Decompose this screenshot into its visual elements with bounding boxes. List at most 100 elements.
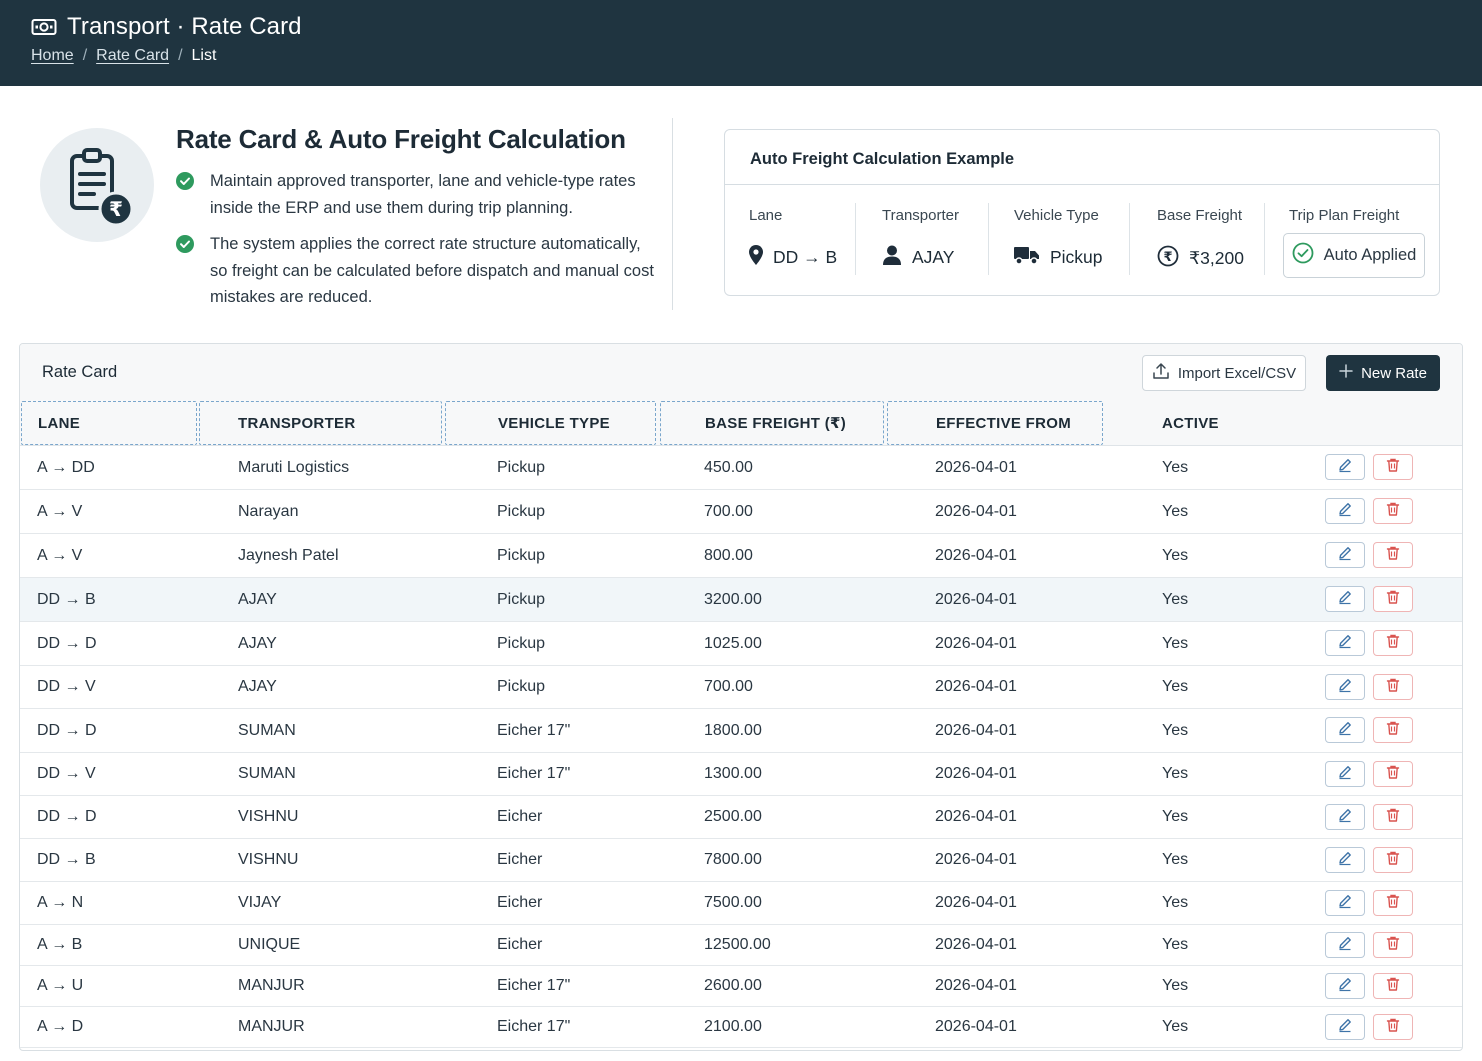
table-row[interactable]: A → B UNIQUE Eicher 12500.00 2026-04-01 Yes [20, 925, 1462, 966]
trash-icon [1385, 720, 1401, 741]
edit-button[interactable] [1325, 717, 1365, 743]
edit-button[interactable] [1325, 630, 1365, 656]
check-circle-icon [176, 172, 194, 190]
cell-lane: A → V [37, 546, 83, 564]
cell-lane: A → V [37, 502, 83, 520]
cell-vehicle-type: Pickup [497, 634, 546, 652]
edit-button[interactable] [1325, 586, 1365, 612]
breadcrumb-home[interactable]: Home [31, 47, 74, 64]
table-row[interactable]: DD → D SUMAN Eicher 17" 1800.00 2026-04-01 Ye… [20, 709, 1462, 753]
column-header-transporter[interactable]: TRANSPORTER [199, 401, 442, 445]
delete-button[interactable] [1373, 804, 1413, 830]
table-row[interactable]: DD → D VISHNU Eicher 2500.00 2026-04-01 Yes [20, 796, 1462, 839]
cell-transporter: AJAY [238, 678, 277, 695]
cell-active: Yes [1162, 936, 1189, 953]
edit-button[interactable] [1325, 890, 1365, 916]
delete-button[interactable] [1373, 847, 1413, 873]
edit-button[interactable] [1325, 674, 1365, 700]
import-excel-button[interactable]: Import Excel/CSV [1142, 355, 1306, 391]
cell-lane: DD → D [37, 634, 97, 652]
delete-button[interactable] [1373, 674, 1413, 700]
cell-effective-from: 2026-04-01 [935, 977, 1017, 994]
cell-active: Yes [1162, 634, 1189, 652]
example-separator [1129, 203, 1130, 275]
breadcrumb: Home / Rate Card / List [31, 47, 216, 65]
column-header-active[interactable]: ACTIVE [1162, 414, 1219, 432]
cell-transporter: SUMAN [238, 721, 296, 739]
edit-button[interactable] [1325, 761, 1365, 787]
edit-button[interactable] [1325, 847, 1365, 873]
column-header-lane[interactable]: LANE [21, 401, 197, 445]
trash-icon [1385, 1017, 1401, 1038]
trash-icon [1385, 850, 1401, 871]
delete-button[interactable] [1373, 586, 1413, 612]
cell-transporter: AJAY [238, 590, 277, 608]
cell-base-freight: 2500.00 [704, 808, 762, 825]
delete-button[interactable] [1373, 630, 1413, 656]
table-row[interactable]: A → U MANJUR Eicher 17" 2600.00 2026-04-01 Ye… [20, 966, 1462, 1007]
cell-active: Yes [1162, 851, 1189, 868]
intro-bullet-text: Maintain approved transporter, lane and … [210, 172, 636, 217]
freight-example-card: Auto Freight Calculation Example Lane DD… [724, 129, 1440, 296]
delete-button[interactable] [1373, 761, 1413, 787]
table-row[interactable]: A → V Narayan Pickup 700.00 2026-04-01 Yes [20, 490, 1462, 534]
rupee-circle-icon: ₹ [1157, 245, 1179, 272]
edit-button[interactable] [1325, 454, 1365, 480]
delete-button[interactable] [1373, 973, 1413, 999]
edit-button[interactable] [1325, 542, 1365, 568]
cell-effective-from: 2026-04-01 [935, 894, 1017, 911]
cell-transporter: MANJUR [238, 1018, 305, 1035]
lane-value: DD → B [773, 247, 838, 267]
table-row[interactable]: A → V Jaynesh Patel Pickup 800.00 2026-04-01… [20, 534, 1462, 578]
freight-value: ₹3,200 [1189, 248, 1244, 268]
edit-button[interactable] [1325, 932, 1365, 958]
column-header-effective-from[interactable]: EFFECTIVE FROM [887, 401, 1103, 445]
table-row[interactable]: DD → D AJAY Pickup 1025.00 2026-04-01 Yes [20, 622, 1462, 666]
table-row[interactable]: DD → V AJAY Pickup 700.00 2026-04-01 Yes [20, 666, 1462, 709]
cell-active: Yes [1162, 1018, 1189, 1035]
cell-effective-from: 2026-04-01 [935, 1018, 1017, 1035]
cell-vehicle-type: Eicher [497, 894, 543, 911]
edit-button[interactable] [1325, 1014, 1365, 1040]
clipboard-rupee-icon: ₹ [40, 128, 154, 242]
trash-icon [1385, 893, 1401, 914]
cell-base-freight: 1025.00 [704, 634, 762, 652]
delete-button[interactable] [1373, 454, 1413, 480]
breadcrumb-rate-card[interactable]: Rate Card [96, 47, 170, 64]
pencil-icon [1337, 976, 1353, 997]
edit-button[interactable] [1325, 804, 1365, 830]
cell-transporter: Narayan [238, 502, 299, 520]
delete-button[interactable] [1373, 932, 1413, 958]
delete-button[interactable] [1373, 890, 1413, 916]
table-row[interactable]: DD → B VISHNU Eicher 7800.00 2026-04-01 Yes [20, 839, 1462, 882]
cell-vehicle-type: Pickup [497, 458, 546, 476]
pencil-icon [1337, 807, 1353, 828]
pencil-icon [1337, 457, 1353, 478]
user-icon [882, 245, 902, 270]
table-row[interactable]: DD → V SUMAN Eicher 17" 1300.00 2026-04-01 Ye… [20, 753, 1462, 796]
table-row[interactable]: A → N VIJAY Eicher 7500.00 2026-04-01 Yes [20, 882, 1462, 925]
app-header: Transport · Rate Card Home / Rate Card /… [0, 0, 1482, 86]
delete-button[interactable] [1373, 542, 1413, 568]
upload-icon [1152, 362, 1170, 384]
table-body: A → DD Maruti Logistics Pickup 450.00 2026-0… [20, 446, 1462, 1048]
cell-transporter: UNIQUE [238, 936, 301, 953]
table-header: LANE TRANSPORTER VEHICLE TYPE BASE FREIG… [20, 401, 1462, 446]
pencil-icon [1337, 633, 1353, 654]
column-header-base-freight[interactable]: BASE FREIGHT (₹) [660, 401, 884, 445]
auto-applied-button[interactable]: Auto Applied [1283, 233, 1425, 278]
page-title-text: Transport · Rate Card [67, 13, 302, 40]
table-row[interactable]: DD → B AJAY Pickup 3200.00 2026-04-01 Yes [20, 578, 1462, 622]
table-row[interactable]: A → DD Maruti Logistics Pickup 450.00 2026-0… [20, 446, 1462, 490]
edit-button[interactable] [1325, 498, 1365, 524]
edit-button[interactable] [1325, 973, 1365, 999]
cell-base-freight: 7500.00 [704, 894, 762, 911]
delete-button[interactable] [1373, 1014, 1413, 1040]
table-row[interactable]: A → D MANJUR Eicher 17" 2100.00 2026-04-01 Ye… [20, 1007, 1462, 1048]
delete-button[interactable] [1373, 717, 1413, 743]
column-header-vehicle-type[interactable]: VEHICLE TYPE [445, 401, 656, 445]
cell-active: Yes [1162, 721, 1189, 739]
new-rate-button[interactable]: New Rate [1326, 355, 1440, 391]
cell-base-freight: 3200.00 [704, 590, 762, 608]
delete-button[interactable] [1373, 498, 1413, 524]
